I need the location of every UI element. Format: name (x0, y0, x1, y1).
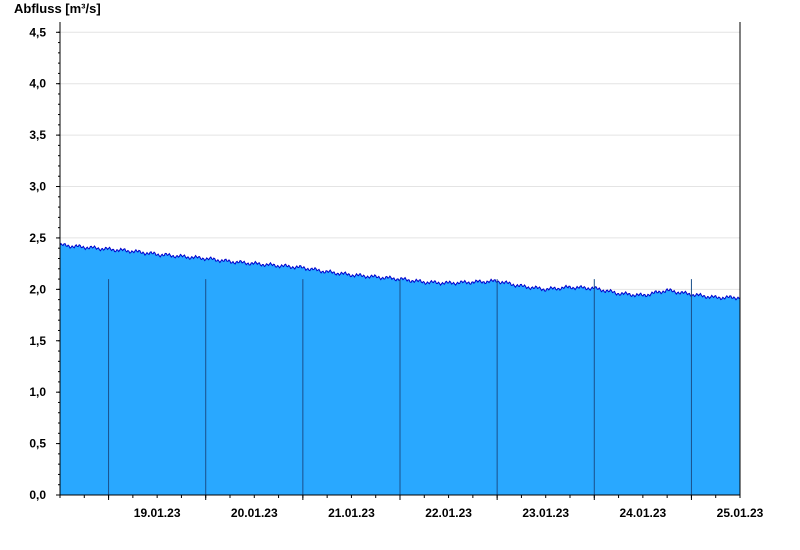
x-tick-label: 19.01.23 (134, 506, 181, 520)
y-tick-label: 3,5 (29, 128, 46, 142)
x-tick-label: 20.01.23 (231, 506, 278, 520)
x-tick-label: 24.01.23 (619, 506, 666, 520)
y-tick-label: 0,0 (29, 488, 46, 502)
y-tick-label: 2,0 (29, 282, 46, 296)
y-tick-label: 1,0 (29, 385, 46, 399)
x-tick-label: 25.01.23 (717, 506, 764, 520)
y-tick-label: 4,5 (29, 25, 46, 39)
day-separators (108, 279, 692, 495)
x-tick-label: 21.01.23 (328, 506, 375, 520)
y-tick-label: 1,5 (29, 334, 46, 348)
x-ticks: 19.01.23 20.01.23 21.01.23 22.01.23 23.01.23… (59, 495, 764, 520)
y-axis-title: Abfluss [m³/s] (14, 1, 101, 16)
x-tick-label: 22.01.23 (425, 506, 472, 520)
y-tick-label: 3,0 (29, 180, 46, 194)
x-tick-label: 23.01.23 (522, 506, 569, 520)
y-tick-label: 4,0 (29, 77, 46, 91)
y-tick-label: 0,5 (29, 437, 46, 451)
y-tick-label: 2,5 (29, 231, 46, 245)
y-ticks: 0,0 0,5 1,0 1,5 2,0 2,5 3,0 3,5 4,0 4,5 (29, 25, 60, 502)
